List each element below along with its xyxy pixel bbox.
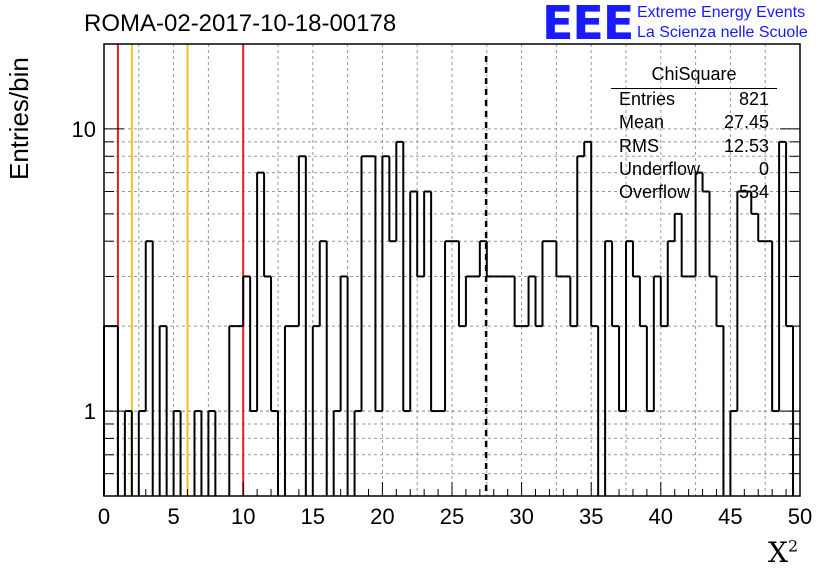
x-axis-label-sup: 2: [787, 536, 799, 556]
stat-row-underflow: Underflow 0: [611, 159, 777, 182]
x-tick-label: 5: [167, 504, 179, 529]
stat-row-rms: RMS 12.53: [611, 136, 777, 159]
stat-value: 534: [738, 182, 769, 203]
stat-value: 12.53: [723, 135, 769, 156]
x-tick-label: 50: [788, 504, 812, 529]
histogram-bars: [103, 140, 795, 496]
axis-ticks: [103, 128, 801, 496]
y-axis-label: Entries/bin: [4, 57, 34, 180]
stats-box: ChiSquare Entries 821 Mean 27.45 RMS 12.…: [611, 64, 777, 205]
stat-label: RMS: [619, 135, 659, 156]
tick-labels: 0 5 10 15 20 25 30 35 40 45 50 1 10: [72, 117, 813, 529]
x-tick-label: 0: [98, 504, 110, 529]
y-tick-label: 1: [84, 399, 96, 424]
x-tick-label: 10: [231, 504, 255, 529]
x-tick-label: 25: [440, 504, 464, 529]
x-tick-label: 35: [579, 504, 603, 529]
stat-value: 27.45: [723, 112, 769, 133]
stat-row-mean: Mean 27.45: [611, 112, 777, 135]
logo-line-1: Extreme Energy Events: [637, 4, 806, 21]
x-axis-label: X2: [768, 536, 798, 569]
eee-logo: EEE: [542, 0, 634, 50]
stat-row-entries: Entries 821: [611, 89, 777, 112]
run-title: ROMA-02-2017-10-18-00178: [84, 10, 397, 37]
stat-label: Entries: [619, 89, 676, 109]
x-tick-label: 30: [509, 504, 533, 529]
x-tick-label: 45: [718, 504, 742, 529]
x-axis-label-base: X: [768, 536, 788, 569]
stat-label: Overflow: [619, 182, 691, 203]
x-tick-label: 15: [301, 504, 325, 529]
grid-lines: [104, 44, 800, 496]
y-tick-label: 10: [72, 117, 96, 142]
stat-label: Mean: [619, 112, 665, 133]
x-tick-label: 40: [649, 504, 673, 529]
logo-line-2: La Scienza nelle Scuole: [637, 24, 808, 41]
stat-value: 821: [738, 89, 769, 109]
stats-title: ChiSquare: [611, 64, 777, 89]
x-tick-label: 20: [370, 504, 394, 529]
stat-label: Underflow: [619, 158, 701, 179]
stat-row-overflow: Overflow 534: [611, 182, 777, 205]
stat-value: 0: [758, 158, 769, 179]
